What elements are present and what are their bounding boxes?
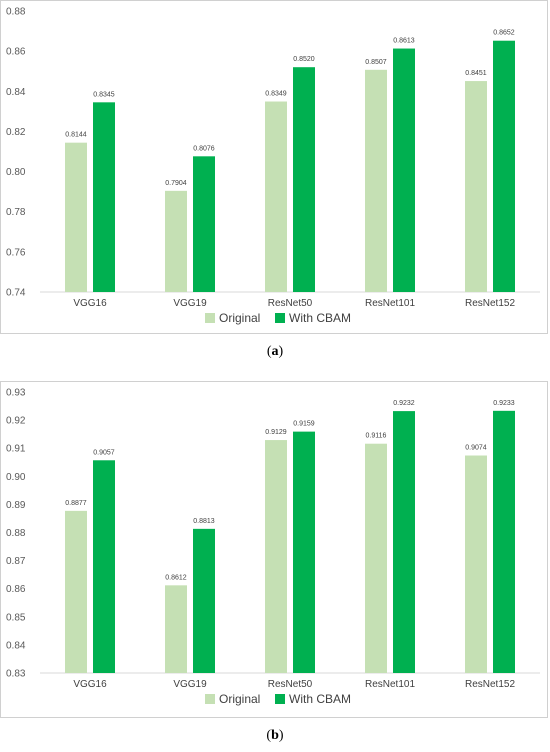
x-tick-label-b-0: VGG16 [73,679,107,690]
x-tick-label-a-3: ResNet101 [365,298,415,309]
y-tick-label-a-6: 0.86 [6,47,26,58]
data-label-b-cbam-resnet101: 0.9232 [393,400,415,407]
data-label-a-cbam-resnet50: 0.8520 [293,56,315,63]
bar-b-original-resnet101 [365,443,387,673]
bar-a-cbam-vgg16 [93,102,115,292]
x-tick-label-b-3: ResNet101 [365,679,415,690]
data-label-b-original-resnet101: 0.9116 [366,433,387,440]
bar-b-original-vgg16 [65,510,87,673]
y-tick-label-b-3: 0.86 [6,584,26,595]
data-label-b-cbam-resnet152: 0.9233 [493,400,515,407]
data-label-a-original-vgg16: 0.8144 [65,132,87,139]
x-tick-label-a-0: VGG16 [73,298,107,309]
bar-a-original-resnet101 [365,69,387,292]
data-label-a-cbam-resnet152: 0.8652 [493,30,515,37]
caption-a-letter: a [271,344,279,359]
bar-b-cbam-vgg16 [93,460,115,673]
bar-b-cbam-resnet50 [293,431,315,673]
data-label-b-original-vgg16: 0.8877 [65,500,87,507]
y-tick-label-a-5: 0.84 [6,87,26,98]
bar-b-original-resnet152 [465,455,487,673]
x-tick-label-a-2: ResNet50 [268,298,313,309]
data-label-a-original-resnet50: 0.8349 [265,91,287,98]
bar-a-original-resnet50 [265,101,287,292]
bar-a-cbam-resnet50 [293,67,315,292]
bar-a-original-vgg19 [165,190,187,292]
chart-b: 0.83 0.84 0.85 0.86 0.87 0.88 0.89 0.90 0.91 0.92… [6,388,540,706]
y-tick-label-a-3: 0.80 [6,167,26,178]
data-label-a-cbam-vgg19: 0.8076 [193,145,215,152]
bar-a-original-resnet152 [465,81,487,292]
data-label-a-cbam-vgg16: 0.8345 [93,91,115,98]
y-tick-label-b-10: 0.93 [6,388,26,399]
caption-a: (a) [266,344,284,359]
chart-a: 0.74 0.76 0.78 0.80 0.82 0.84 0.86 0.88 0.8144 0.… [6,7,540,325]
bar-b-cbam-vgg19 [193,528,215,673]
y-tick-label-a-1: 0.76 [6,247,26,258]
data-label-a-original-vgg19: 0.7904 [165,180,187,187]
y-tick-label-b-0: 0.83 [6,669,26,680]
x-tick-label-a-4: ResNet152 [465,298,515,309]
data-label-b-cbam-vgg19: 0.8813 [193,518,215,525]
legend-swatch-original-b [205,694,215,704]
x-tick-label-b-4: ResNet152 [465,679,515,690]
y-tick-label-a-4: 0.82 [6,127,26,138]
data-label-a-original-resnet101: 0.8507 [365,59,387,66]
data-label-a-original-resnet152: 0.8451 [465,70,487,77]
data-label-b-cbam-resnet50: 0.9159 [293,421,315,428]
x-tick-label-b-2: ResNet50 [268,679,313,690]
bar-a-cbam-resnet101 [393,48,415,293]
x-tick-label-b-1: VGG19 [173,679,207,690]
y-tick-label-b-7: 0.90 [6,472,26,483]
bar-b-original-vgg19 [165,585,187,673]
bar-a-cbam-vgg19 [193,156,215,292]
legend-label-original-b: Original [219,692,260,706]
bar-a-original-vgg16 [65,142,87,292]
legend-swatch-cbam-a [275,313,285,323]
bar-b-original-resnet50 [265,440,287,673]
data-label-b-original-resnet50: 0.9129 [265,429,287,436]
data-label-b-original-resnet152: 0.9074 [465,445,487,452]
caption-b-letter: b [271,728,279,743]
data-label-b-original-vgg19: 0.8612 [165,574,187,581]
legend-label-original-a: Original [219,311,260,325]
legend-label-cbam-a: With CBAM [289,311,351,325]
y-tick-label-b-6: 0.89 [6,500,26,511]
y-tick-label-b-8: 0.91 [6,444,26,455]
y-tick-label-a-7: 0.88 [6,7,26,18]
x-tick-label-a-1: VGG19 [173,298,207,309]
legend-swatch-original-a [205,313,215,323]
y-tick-label-a-2: 0.78 [6,207,26,218]
legend-label-cbam-b: With CBAM [289,692,351,706]
bar-b-cbam-resnet101 [393,411,415,673]
y-tick-label-b-1: 0.84 [6,640,26,651]
caption-b: (b) [266,728,284,743]
y-tick-label-b-2: 0.85 [6,612,26,623]
y-tick-label-b-9: 0.92 [6,416,26,427]
y-tick-label-a-0: 0.74 [6,288,26,299]
data-label-b-cbam-vgg16: 0.9057 [93,449,115,456]
y-tick-label-b-5: 0.88 [6,528,26,539]
bar-b-cbam-resnet152 [493,410,515,673]
y-tick-label-b-4: 0.87 [6,556,26,567]
legend-swatch-cbam-b [275,694,285,704]
data-label-a-cbam-resnet101: 0.8613 [393,38,415,45]
bar-a-cbam-resnet152 [493,40,515,292]
